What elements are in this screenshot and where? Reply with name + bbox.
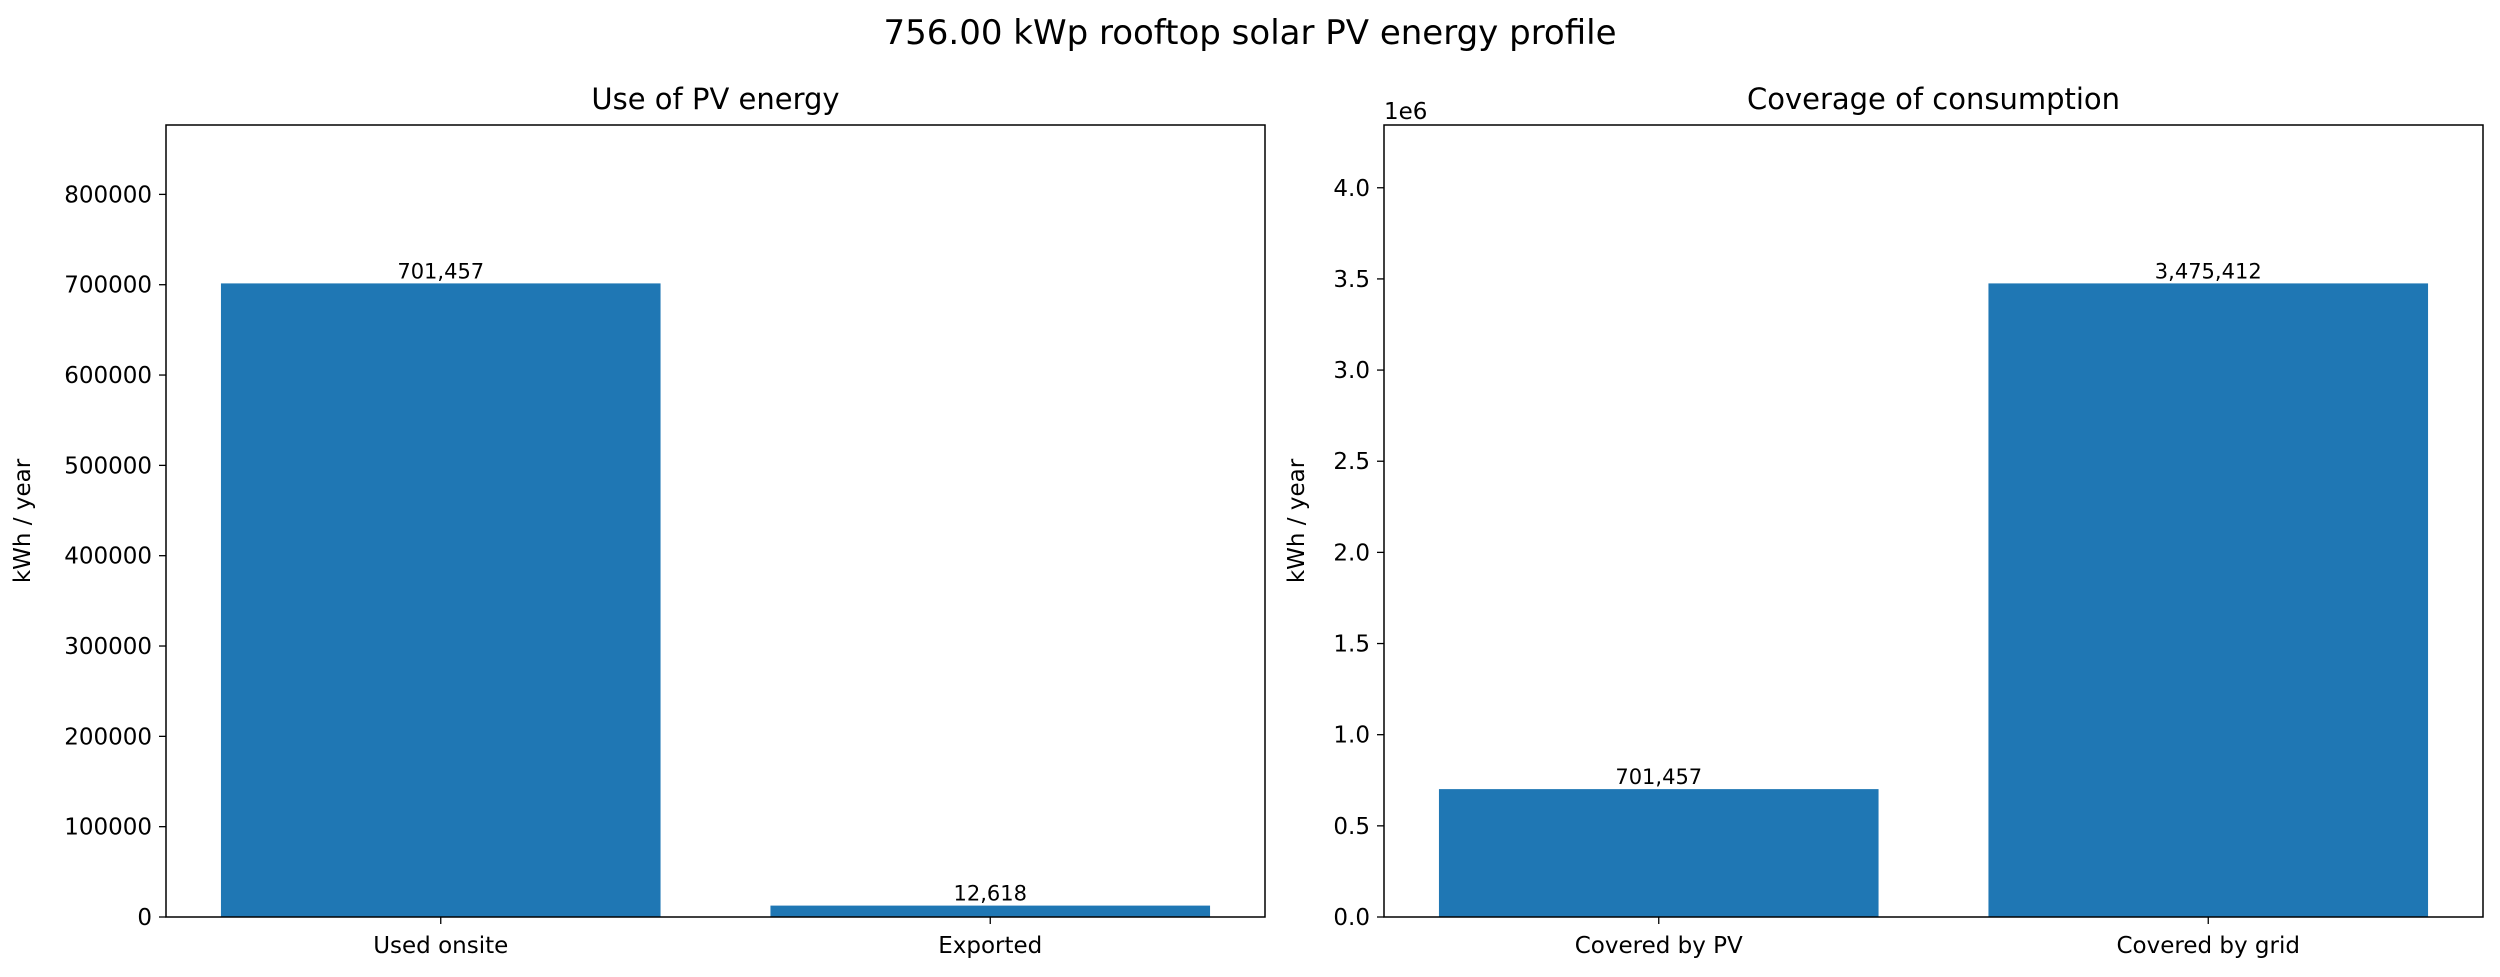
y-axis-label: kWh / year	[10, 458, 36, 583]
bar	[1988, 283, 2429, 917]
chart-panel-1: 701,457 Used onsite 12,618 Exported 0 100000 2…	[10, 82, 1266, 959]
y-axis-label: kWh / year	[1284, 458, 1310, 583]
y-tick-label: 100000	[64, 815, 152, 841]
y-tick-label: 800000	[64, 182, 152, 208]
y-tick-label: 1.5	[1333, 632, 1370, 658]
y-tick-label: 600000	[64, 363, 152, 389]
y-tick-label: 0.0	[1333, 905, 1370, 931]
y-tick-label: 0	[137, 905, 152, 931]
axes-title: Use of PV energy	[591, 82, 839, 116]
bar-value-label: 701,457	[1615, 765, 1702, 789]
bar-value-label: 701,457	[397, 259, 484, 283]
y-tick-label: 500000	[64, 453, 152, 479]
y-tick-label: 200000	[64, 724, 152, 750]
y-tick-label: 2.0	[1333, 540, 1370, 566]
x-tick-label: Covered by grid	[2117, 933, 2300, 959]
y-tick-label: 3.5	[1333, 267, 1370, 293]
y-tick-label: 3.0	[1333, 358, 1370, 384]
x-tick-label: Exported	[938, 933, 1042, 959]
y-tick-label: 400000	[64, 544, 152, 570]
y-tick-label: 1.0	[1333, 723, 1370, 749]
y-tick-label: 2.5	[1333, 449, 1370, 475]
y-offset-text: 1e6	[1384, 99, 1427, 125]
y-tick-label: 300000	[64, 634, 152, 660]
bar	[220, 283, 661, 918]
chart-panels: 701,457 Used onsite 12,618 Exported 0 100000 2…	[10, 82, 2484, 959]
x-tick-label: Covered by PV	[1575, 933, 1743, 959]
bar-value-label: 3,475,412	[2155, 259, 2262, 283]
y-tick-label: 700000	[64, 273, 152, 299]
axes-frame	[1383, 124, 2484, 918]
chart-panel-2: 701,457 Covered by PV 3,475,412 Covered by …	[1284, 82, 2484, 959]
x-tick-label: Used onsite	[373, 933, 508, 959]
figure-title: 756.00 kWp rooftop solar PV energy profi…	[883, 13, 1616, 53]
bar	[770, 905, 1211, 917]
axes-title: Coverage of consumption	[1747, 82, 2120, 116]
y-tick-label: 4.0	[1333, 176, 1370, 202]
y-tick-label: 0.5	[1333, 814, 1370, 840]
bar-value-label: 12,618	[954, 882, 1027, 906]
axes-frame	[165, 124, 1266, 918]
bar	[1438, 789, 1879, 917]
